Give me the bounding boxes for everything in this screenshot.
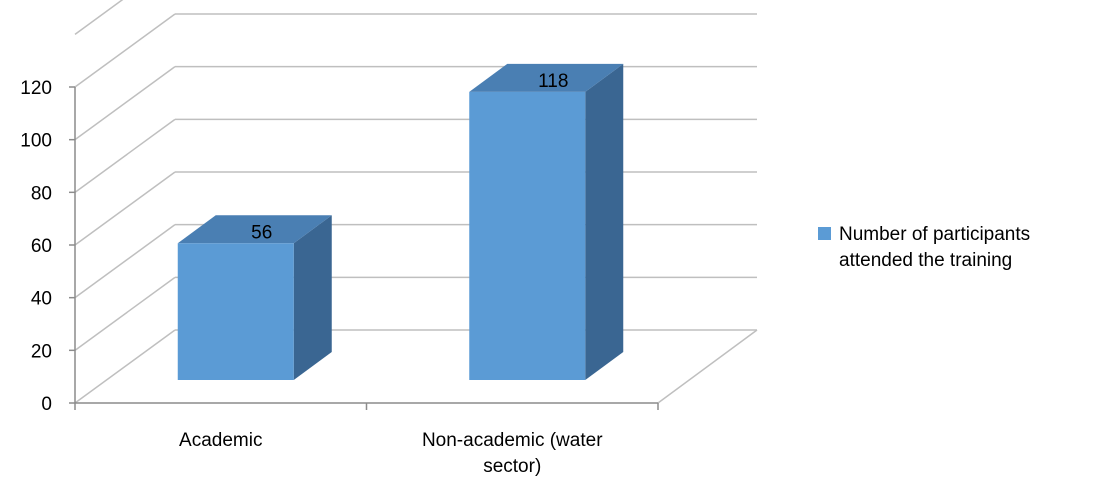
bar: [177, 243, 294, 380]
legend-swatch: [818, 227, 831, 240]
data-label: 118: [538, 71, 568, 92]
x-category-label: Non-academic (water sector): [422, 430, 603, 477]
gridlines: [74, 0, 758, 404]
bar-side: [585, 63, 624, 381]
y-axis: 0 20 40 60 80 100 120: [20, 78, 76, 415]
y-tick-label: 20: [31, 341, 52, 362]
gridline-side: [74, 276, 176, 351]
data-labels: 56 118: [251, 71, 568, 243]
bars: [177, 63, 624, 381]
gridline-side: [74, 0, 124, 35]
gridline-side: [74, 171, 176, 246]
x-axis: Academic Non-academic (water sector): [74, 402, 659, 477]
y-tick-label: 0: [41, 394, 52, 415]
gridline-side: [74, 224, 176, 299]
legend: Number of participants attended the trai…: [818, 222, 1108, 274]
bar: [469, 91, 586, 380]
bar-top: [469, 63, 624, 92]
y-tick-label: 80: [31, 183, 52, 204]
x-category-label: Academic: [179, 430, 262, 451]
data-label: 56: [251, 222, 272, 243]
legend-label: Number of participants attended the trai…: [839, 224, 1031, 271]
gridline-side: [74, 118, 176, 193]
floor-side-edge: [74, 329, 176, 404]
y-tick-label: 120: [20, 78, 52, 99]
bar-top: [177, 215, 332, 244]
bar-side: [293, 215, 332, 380]
gridline-side: [74, 13, 176, 88]
y-tick-label: 40: [31, 289, 52, 310]
y-tick-label: 60: [31, 236, 52, 257]
floor-right-edge: [657, 329, 758, 404]
y-tick-label: 100: [20, 131, 52, 152]
gridline-side: [74, 66, 176, 141]
